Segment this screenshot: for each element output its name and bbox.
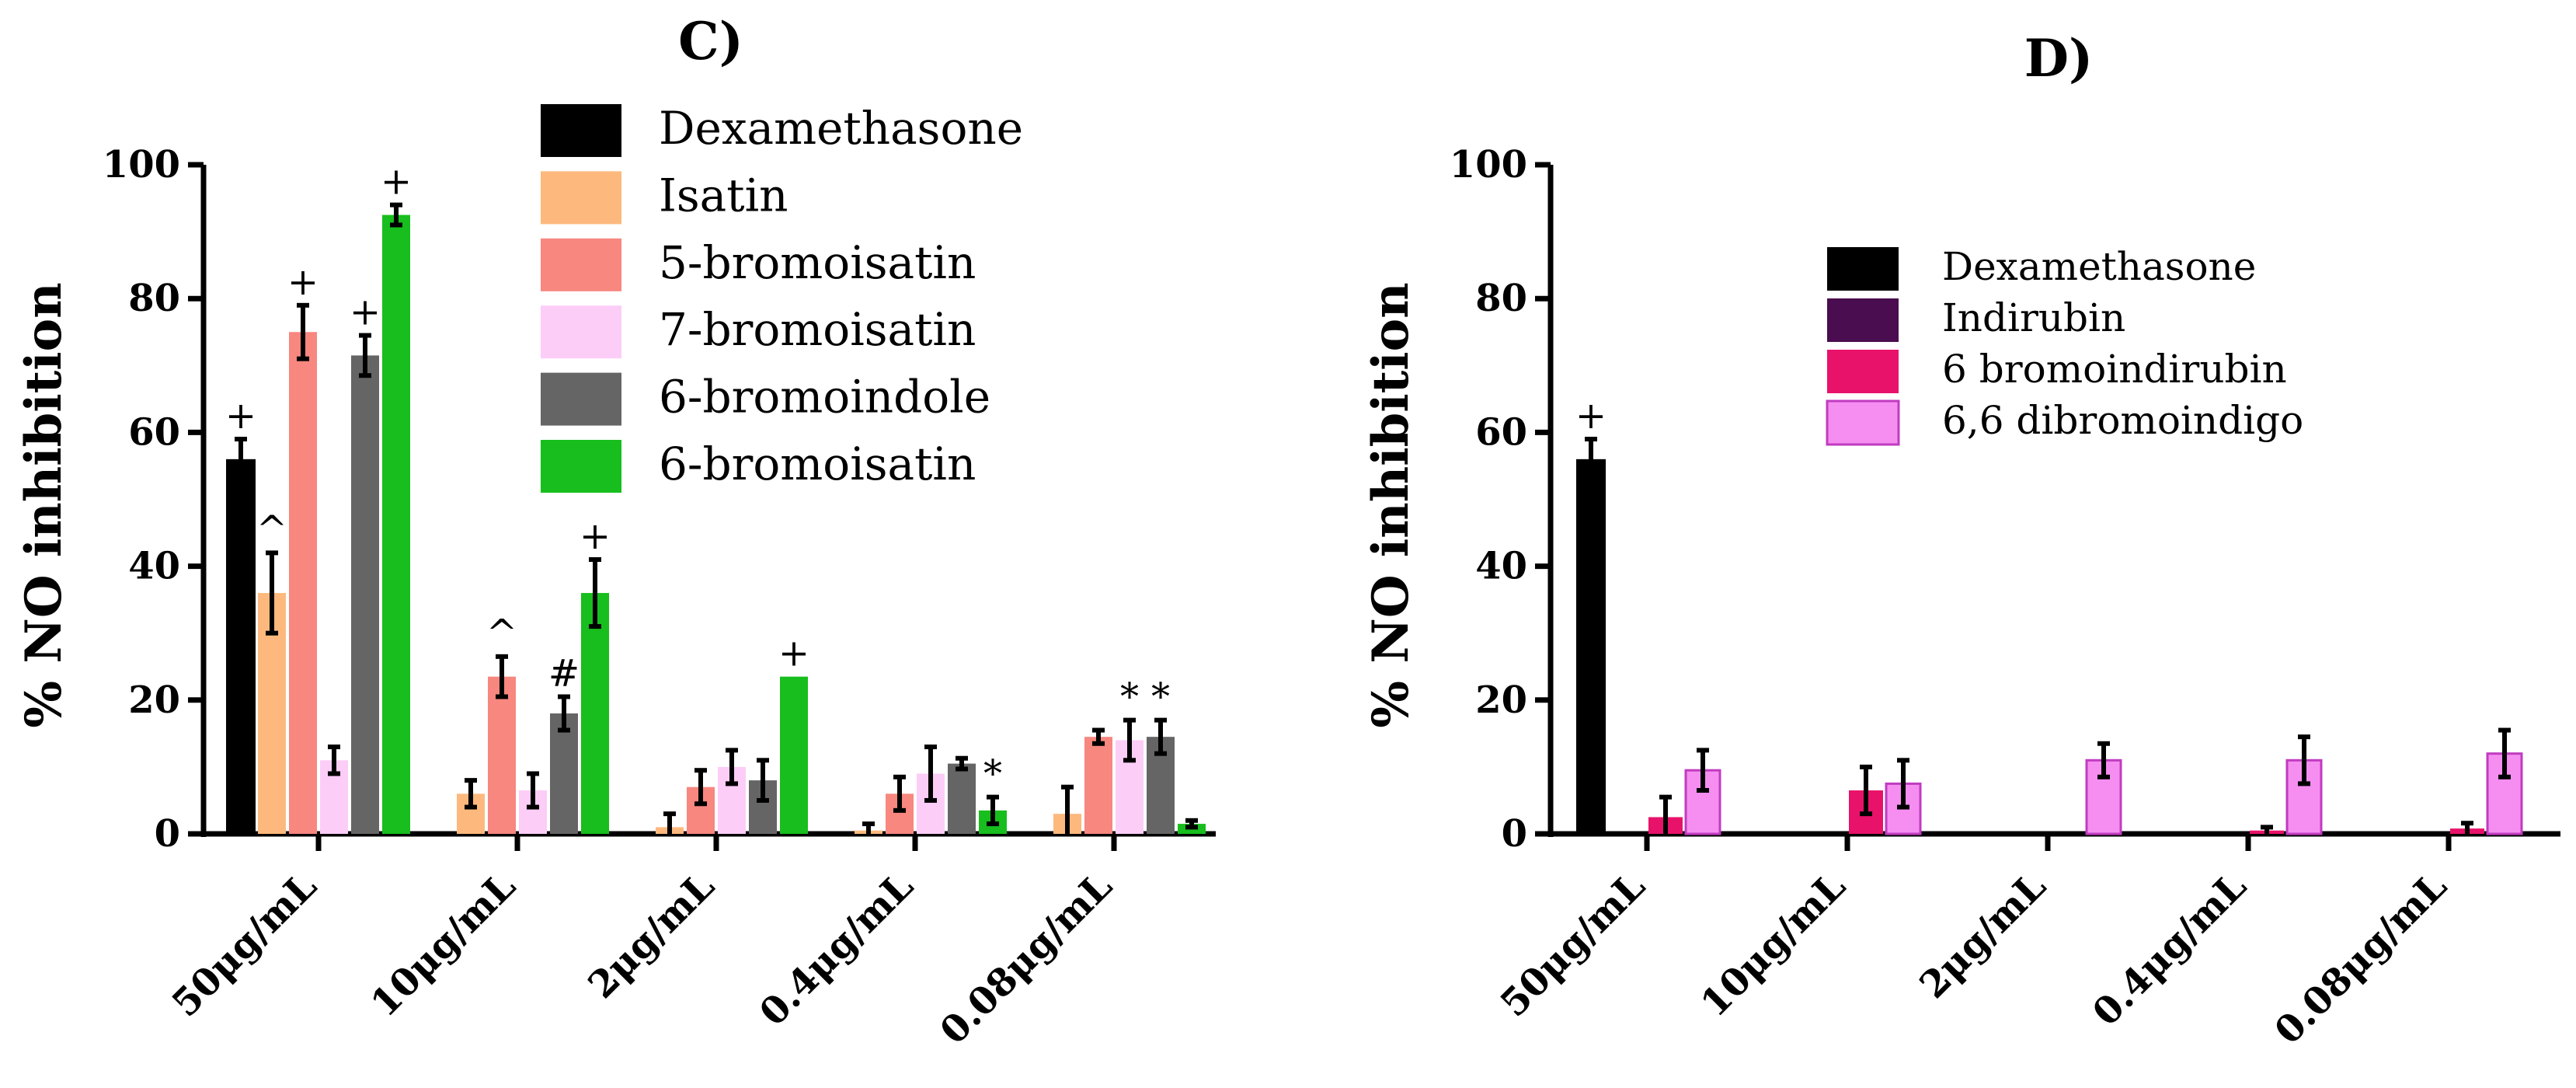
bar-6-bromoindole — [550, 713, 578, 834]
panel-d-legend: Dexamethasone Indirubin 6 bromoindirubin 6,… — [1826, 244, 2303, 446]
bar-6-bromoisatin — [780, 676, 808, 834]
panel-c-legend: Dexamethasone Isatin 5-bromoisatin 7-bromoi… — [541, 102, 1023, 493]
bar-dexamethasone — [1576, 459, 1606, 834]
legend-label-dexamethasone: Dexamethasone — [1942, 244, 2256, 289]
x-tick-label: 10μg/mL — [1693, 864, 1854, 1026]
panel-d-title: D) — [2024, 28, 2093, 89]
legend-label-6-bromoindole: 6-bromoindole — [659, 371, 990, 424]
legend-swatch-indirubin — [1827, 298, 1899, 342]
legend-swatch-6-bromoindirubin — [1827, 350, 1899, 393]
y-tick-label: 20 — [128, 678, 180, 722]
bar-5-bromoisatin — [289, 332, 317, 834]
bar-6-bromoindole — [948, 763, 976, 834]
significance-marker: + — [225, 394, 256, 438]
bar-6-bromoindole — [351, 355, 379, 834]
legend-swatch-6-6-dibromoindigo — [1826, 399, 1900, 446]
x-tick-label: 2μg/mL — [1912, 864, 2055, 1007]
y-tick-label: 80 — [1475, 277, 1527, 320]
bar-6-bromoisatin — [382, 214, 410, 834]
significance-marker: * — [1151, 675, 1170, 719]
significance-marker: + — [1575, 394, 1607, 438]
significance-marker: ^ — [256, 507, 287, 551]
x-tick-label: 2μg/mL — [580, 864, 723, 1007]
legend-swatch-6-bromoisatin — [541, 440, 621, 493]
legend-label-5-bromoisatin: 5-bromoisatin — [659, 236, 976, 289]
significance-marker: # — [548, 651, 580, 695]
y-tick-label: 80 — [128, 277, 180, 320]
x-tick-label: 0.4μg/mL — [2084, 864, 2254, 1034]
bar-5-bromoisatin — [1084, 737, 1112, 834]
panel-c-bars: + ^ + ^ * + # * + + + * — [225, 160, 1206, 834]
y-tick-label: 0 — [1502, 812, 1527, 856]
legend-swatch-dexamethasone — [541, 104, 621, 157]
legend-label-dexamethasone: Dexamethasone — [659, 102, 1023, 155]
y-tick-label: 0 — [155, 812, 180, 856]
x-tick-label: 50μg/mL — [164, 864, 325, 1026]
y-tick-label: 40 — [128, 545, 180, 588]
significance-marker: + — [350, 291, 381, 334]
bar-5-bromoisatin — [488, 676, 516, 834]
panel-c-y-axis-label: % NO inhibition — [15, 282, 73, 727]
panel-d-bars: + — [1575, 394, 2523, 835]
y-tick-label: 60 — [128, 410, 180, 454]
panel-d-y-axis-label: % NO inhibition — [1362, 282, 1420, 727]
significance-marker: + — [778, 632, 809, 675]
x-tick-label: 0.08μg/mL — [2266, 864, 2455, 1053]
legend-swatch-dexamethasone — [1827, 247, 1899, 291]
x-tick-label: 10μg/mL — [363, 864, 524, 1026]
legend-swatch-7-bromoisatin — [541, 305, 621, 359]
x-tick-label: 50μg/mL — [1492, 864, 1654, 1026]
legend-swatch-6-bromoindole — [541, 372, 621, 426]
significance-marker: * — [983, 752, 1002, 796]
legend-label-6-bromoindirubin: 6 bromoindirubin — [1942, 347, 2287, 392]
significance-marker: * — [1120, 675, 1139, 719]
legend-label-7-bromoisatin: 7-bromoisatin — [659, 303, 976, 356]
y-tick-label: 20 — [1475, 678, 1527, 722]
y-tick-label: 100 — [103, 143, 180, 187]
legend-label-6-6-dibromoindigo: 6,6 dibromoindigo — [1942, 398, 2303, 443]
panel-c-chart: C) % NO inhibition 0 20 40 60 80 100 50μg/mL 10… — [15, 11, 1216, 1053]
y-tick-label: 60 — [1475, 410, 1527, 454]
y-tick-label: 40 — [1475, 545, 1527, 588]
legend-label-isatin: Isatin — [659, 169, 788, 221]
legend-swatch-isatin — [541, 171, 621, 225]
legend-label-6-bromoisatin: 6-bromoisatin — [659, 438, 976, 490]
panel-c-title: C) — [678, 11, 743, 71]
significance-marker: + — [381, 160, 412, 204]
significance-marker: + — [580, 514, 611, 558]
panel-d-chart: D) % NO inhibition 0 20 40 60 80 100 50μg/mL 10… — [1362, 28, 2560, 1053]
x-tick-label: 0.4μg/mL — [751, 864, 921, 1034]
legend-swatch-5-bromoisatin — [541, 238, 621, 291]
legend-label-indirubin: Indirubin — [1942, 295, 2125, 340]
x-tick-label: 0.08μg/mL — [931, 864, 1120, 1053]
y-tick-label: 100 — [1450, 143, 1527, 187]
bar-dexamethasone — [226, 459, 256, 834]
significance-marker: + — [287, 260, 319, 304]
bar-6-bromoisatin — [581, 593, 609, 834]
significance-marker: ^ — [486, 612, 517, 655]
